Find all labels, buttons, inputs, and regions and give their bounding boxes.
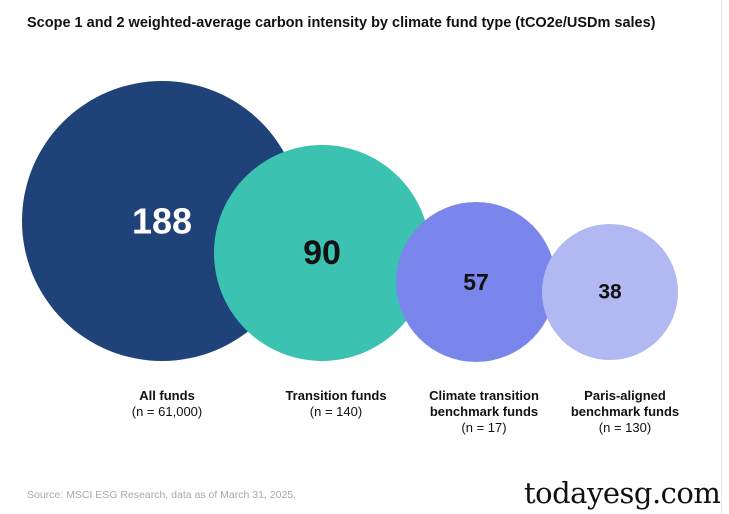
category-label-paris-aligned-benchmark: Paris-aligned benchmark funds (n = 130) — [540, 388, 710, 436]
chart-title: Scope 1 and 2 weighted-average carbon in… — [27, 15, 656, 31]
value-label-transition-funds: 90 — [303, 234, 341, 272]
watermark-text: todayesg.com — [524, 476, 721, 510]
value-label-paris-aligned-benchmark: 38 — [598, 281, 622, 304]
category-name-line2: benchmark funds — [570, 404, 680, 419]
category-name: Transition funds — [285, 388, 387, 403]
value-labels-layer: 188 90 57 38 — [132, 201, 622, 304]
category-count: (n = 61,000) — [131, 404, 203, 419]
right-border-line — [721, 0, 722, 514]
category-name-line1: Climate transition — [429, 388, 539, 403]
category-count: (n = 140) — [309, 404, 363, 419]
value-label-all-funds: 188 — [132, 201, 192, 242]
category-name-line2: benchmark funds — [429, 404, 539, 419]
source-note: Source: MSCI ESG Research, data as of Ma… — [27, 489, 297, 501]
bubble-transition-funds — [214, 145, 430, 361]
bubbles-layer — [22, 81, 678, 362]
category-label-transition-funds: Transition funds (n = 140) — [251, 388, 421, 420]
value-label-climate-transition-benchmark: 57 — [463, 269, 489, 295]
category-name: All funds — [139, 388, 195, 403]
category-count: (n = 130) — [598, 420, 652, 435]
category-label-climate-transition-benchmark: Climate transition benchmark funds (n = … — [399, 388, 569, 436]
category-name-line1: Paris-aligned — [584, 388, 666, 403]
category-count: (n = 17) — [461, 420, 507, 435]
category-label-all-funds: All funds (n = 61,000) — [82, 388, 252, 420]
bubble-climate-transition-benchmark — [396, 202, 556, 362]
bubble-paris-aligned-benchmark — [542, 224, 678, 360]
